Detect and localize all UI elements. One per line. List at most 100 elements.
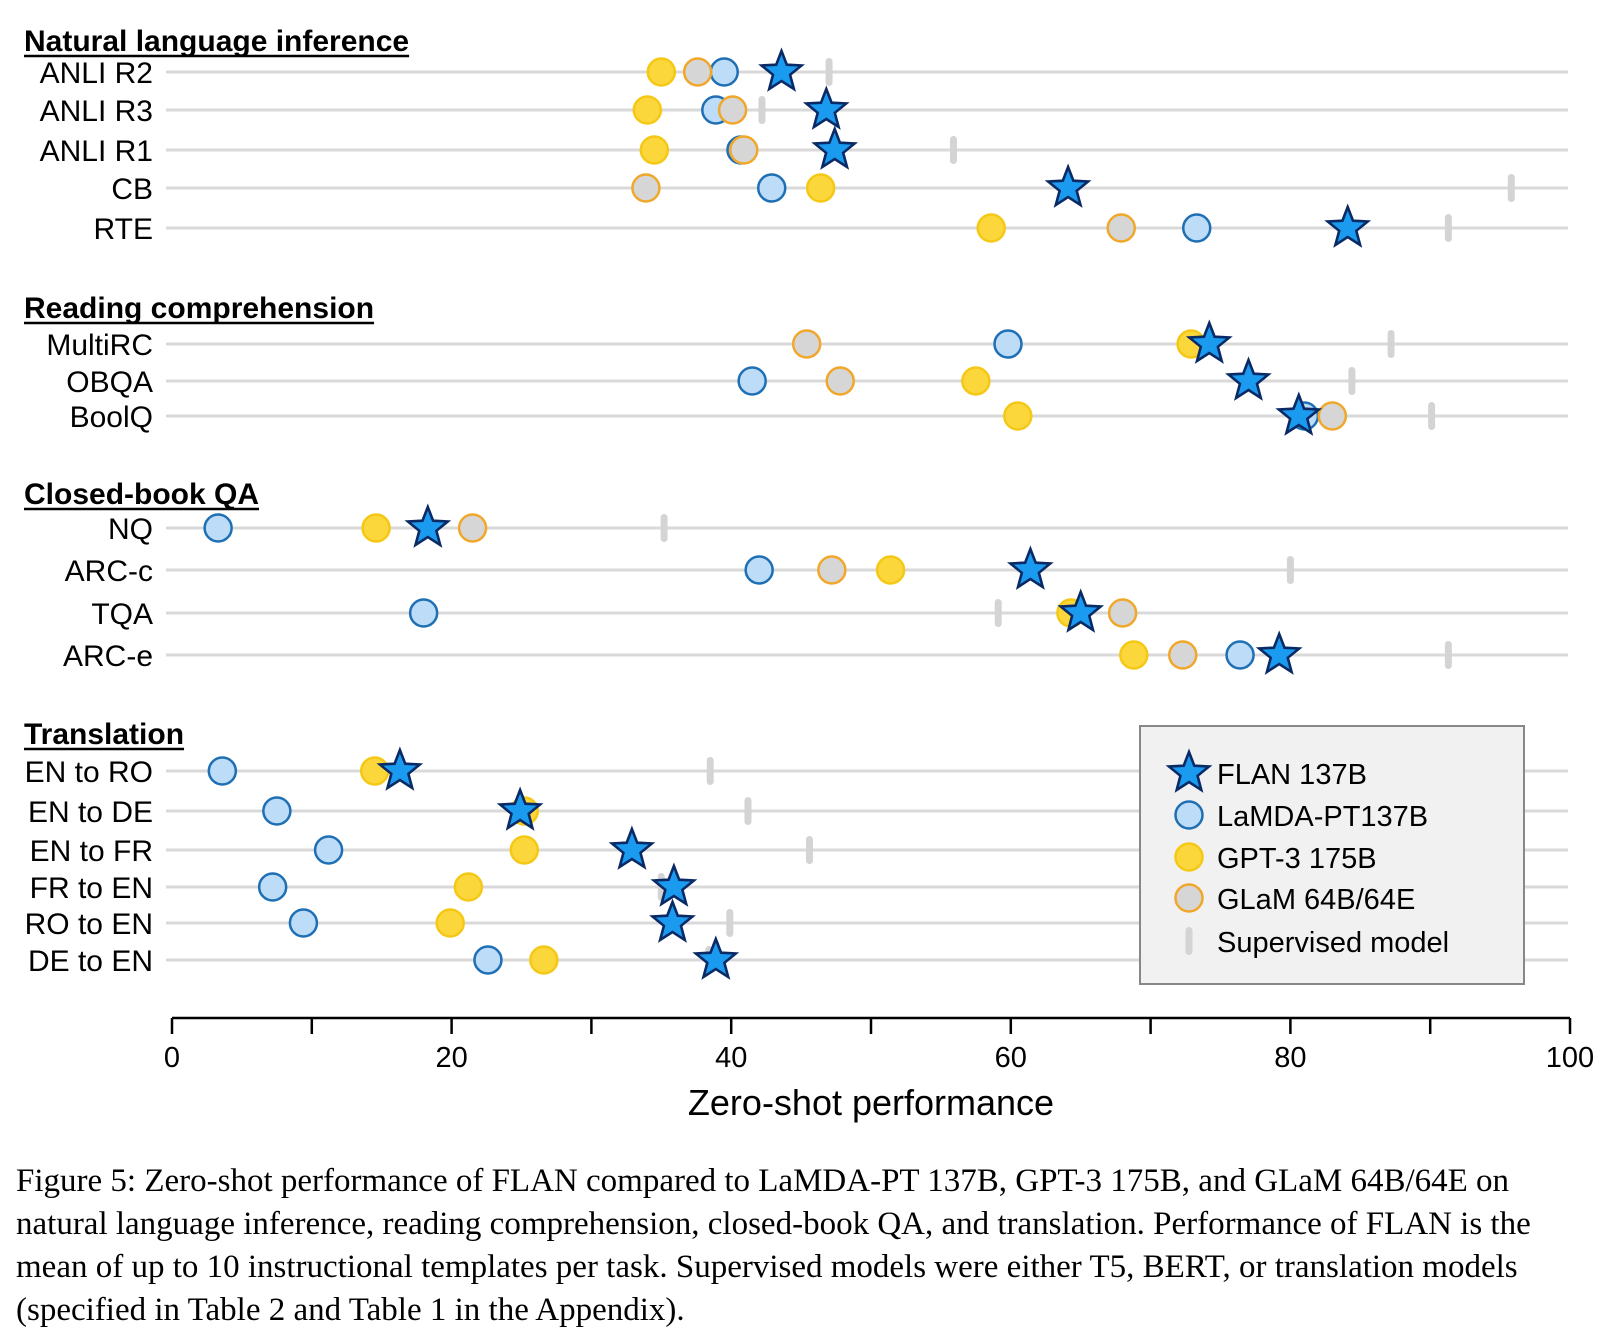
- lamda-point: [744, 555, 774, 585]
- flan-star: [608, 825, 656, 870]
- legend-label: FLAN 137B: [1217, 759, 1367, 791]
- glam-point: [631, 173, 661, 203]
- supervised-tick: [758, 96, 766, 124]
- task-row-marks: [791, 319, 1395, 364]
- glam-point: [1107, 598, 1138, 628]
- lamda-point: [288, 908, 319, 938]
- lamda-point: [1225, 640, 1255, 670]
- task-row-marks: [207, 746, 714, 791]
- flan-star: [376, 746, 424, 791]
- flan-star: [404, 503, 452, 548]
- supervised-tick: [1444, 214, 1452, 242]
- lamda-point: [257, 872, 288, 902]
- flan-star: [1185, 319, 1233, 364]
- legend-label: GPT-3 175B: [1217, 843, 1377, 875]
- x-tick-label: 80: [1274, 1042, 1306, 1074]
- lamda-point: [207, 756, 238, 786]
- gpt3-point: [805, 173, 836, 203]
- x-axis-title: Zero-shot performance: [688, 1082, 1054, 1123]
- task-label: RTE: [94, 213, 153, 246]
- supervised-tick: [706, 757, 714, 785]
- task-label: ANLI R2: [40, 57, 153, 90]
- gpt3-point: [632, 95, 663, 125]
- supervised-tick: [1428, 402, 1436, 430]
- glam-point: [682, 57, 713, 87]
- flan-star: [1006, 545, 1054, 590]
- supervised-tick: [744, 797, 752, 825]
- legend-label: Supervised model: [1217, 927, 1449, 959]
- flan-star: [1324, 203, 1372, 248]
- legend-tick-icon: [1185, 927, 1193, 955]
- x-tick-label: 60: [995, 1042, 1027, 1074]
- gpt3-point: [359, 756, 390, 786]
- flan-star: [1225, 356, 1272, 401]
- task-label: ANLI R3: [40, 95, 153, 128]
- group-headers: Natural language inference Reading compre…: [24, 25, 410, 751]
- supervised-tick: [660, 514, 668, 542]
- gpt3-point: [639, 135, 670, 165]
- group-header: Natural language inference: [24, 25, 409, 58]
- task-row-marks: [473, 935, 740, 980]
- flan-star: [1275, 391, 1323, 436]
- group-header: Translation: [24, 718, 184, 751]
- task-label: FR to EN: [30, 872, 153, 905]
- lamda-point: [993, 329, 1023, 359]
- x-tick-label: 100: [1546, 1042, 1594, 1074]
- task-row-marks: [1003, 391, 1436, 436]
- flan-star: [496, 786, 544, 831]
- task-row-marks: [737, 356, 1356, 401]
- gpt3-point: [875, 555, 906, 585]
- flan-star: [1255, 630, 1303, 675]
- supervised-tick: [1387, 330, 1395, 358]
- lamda-point: [408, 598, 439, 628]
- legend: FLAN 137B LaMDA-PT137B GPT-3 175B GLaM 64B/…: [1139, 725, 1525, 985]
- flan-star: [650, 862, 698, 907]
- lamda-point: [203, 513, 233, 543]
- task-label: NQ: [108, 513, 153, 546]
- task-label: TQA: [91, 598, 153, 631]
- task-label: ARC-e: [63, 640, 153, 673]
- gpt3-point: [646, 57, 677, 87]
- task-label: EN to FR: [30, 835, 153, 868]
- legend-label: LaMDA-PT137B: [1217, 801, 1428, 833]
- flan-star: [802, 85, 850, 130]
- glam-point: [717, 95, 748, 125]
- task-row-marks: [288, 898, 734, 943]
- glam-point: [1106, 213, 1136, 243]
- gpt3-point: [509, 835, 540, 865]
- task-row-marks: [744, 545, 1294, 590]
- task-row-marks: [203, 503, 668, 548]
- data-marks: [203, 47, 1515, 980]
- task-row-marks: [632, 85, 850, 130]
- supervised-tick: [949, 136, 957, 164]
- flan-star: [692, 935, 740, 980]
- supervised-tick: [1444, 641, 1452, 669]
- supervised-tick: [994, 599, 1002, 627]
- group-header: Closed-book QA: [24, 478, 259, 511]
- glam-point: [1168, 640, 1198, 670]
- task-labels: ANLI R2 ANLI R3 ANLI R1 CB RTE MultiRC OBQABoo…: [25, 57, 153, 978]
- glam-point: [791, 329, 822, 359]
- supervised-tick: [726, 909, 734, 937]
- supervised-tick: [825, 58, 833, 86]
- task-row-marks: [639, 125, 957, 170]
- gpt3-point: [976, 213, 1006, 243]
- task-label: DE to EN: [28, 945, 153, 978]
- task-label: OBQA: [66, 366, 153, 399]
- supervised-tick: [1348, 367, 1356, 395]
- gpt3-point: [453, 872, 484, 902]
- glam-point: [1317, 401, 1348, 431]
- group-header: Reading comprehension: [24, 292, 374, 325]
- lamda-point: [756, 173, 787, 203]
- task-label: CB: [111, 173, 153, 206]
- flan-star: [758, 47, 805, 92]
- gpt3-point: [361, 513, 391, 543]
- supervised-tick: [805, 836, 813, 864]
- gpt3-point: [529, 945, 559, 975]
- legend-label: GLaM 64B/64E: [1217, 884, 1415, 916]
- glam-point: [729, 135, 759, 165]
- lamda-point: [737, 366, 767, 396]
- supervised-tick: [1286, 556, 1294, 584]
- x-axis: 0 20 40 60 80 100 Zero-shot performance: [164, 1016, 1594, 1123]
- task-row-marks: [257, 862, 698, 907]
